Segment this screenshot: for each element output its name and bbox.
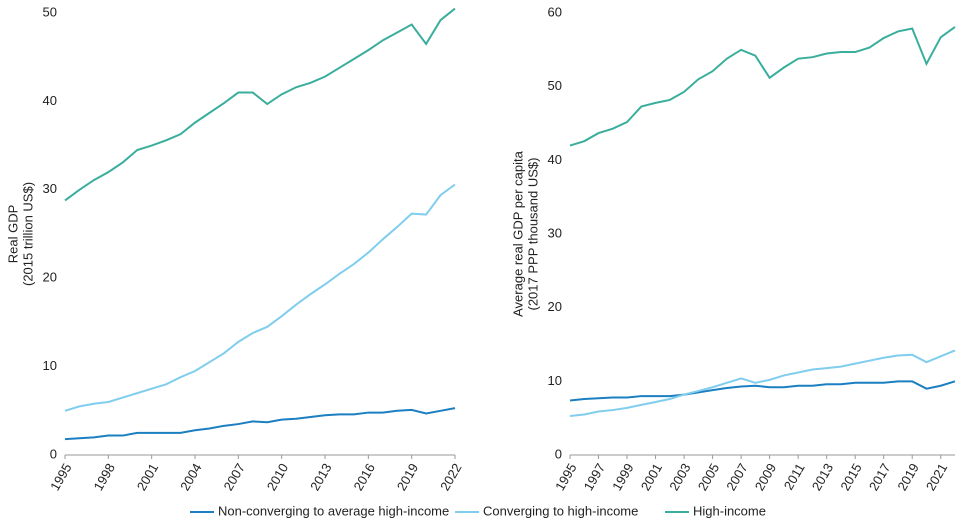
y-tick-label: 20: [548, 299, 562, 314]
series-line: [569, 26, 956, 147]
y-tick-label: 10: [43, 358, 57, 373]
x-tick-label: 2007: [723, 461, 750, 494]
y-axis-label: (2015 trillion US$): [20, 182, 35, 286]
x-tick-label: 2016: [350, 461, 377, 494]
y-tick-label: 50: [43, 4, 57, 19]
y-axis-label: Average real GDP per capita: [510, 150, 525, 316]
x-tick-label: 2019: [394, 461, 421, 494]
x-tick-label: 2011: [781, 461, 808, 493]
x-tick-label: 2001: [638, 461, 665, 494]
x-tick-label: 1999: [609, 461, 636, 494]
y-axis-label: Real GDP: [5, 205, 20, 264]
y-tick-label: 30: [548, 225, 562, 240]
series-line: [569, 380, 956, 402]
x-tick-label: 2010: [264, 461, 291, 494]
y-tick-label: 40: [43, 93, 57, 108]
x-tick-label: 1995: [552, 461, 579, 494]
y-tick-label: 10: [548, 373, 562, 388]
x-tick-label: 2013: [809, 461, 836, 494]
x-tick-label: 2021: [923, 461, 950, 494]
x-tick-label: 2019: [894, 461, 921, 494]
x-tick-label: 1998: [90, 461, 117, 494]
x-tick-label: 2013: [307, 461, 334, 494]
x-tick-label: 2003: [666, 461, 693, 494]
x-tick-label: 2007: [220, 461, 247, 494]
legend-label: Converging to high-income: [483, 503, 638, 518]
series-line: [64, 7, 456, 202]
y-tick-label: 20: [43, 270, 57, 285]
legend-label: High-income: [693, 503, 766, 518]
y-tick-label: 50: [548, 78, 562, 93]
series-line: [64, 407, 456, 441]
legend-label: Non-converging to average high-income: [218, 503, 449, 518]
y-tick-label: 0: [50, 446, 57, 461]
series-line: [64, 183, 456, 412]
y-tick-label: 60: [548, 4, 562, 19]
series-line: [569, 349, 956, 417]
x-tick-label: 2017: [866, 461, 893, 494]
y-axis-label: (2017 PPP thousand US$): [525, 158, 540, 311]
x-tick-label: 1997: [581, 461, 608, 494]
y-tick-label: 40: [548, 152, 562, 167]
y-tick-label: 30: [43, 181, 57, 196]
x-tick-label: 2001: [134, 461, 161, 494]
x-tick-label: 2004: [177, 461, 204, 494]
x-tick-label: 1995: [47, 461, 74, 494]
x-tick-label: 2005: [695, 461, 722, 494]
x-tick-label: 2009: [752, 461, 779, 494]
x-tick-label: 2015: [837, 461, 864, 494]
x-tick-label: 2022: [437, 461, 464, 494]
y-tick-label: 0: [555, 446, 562, 461]
